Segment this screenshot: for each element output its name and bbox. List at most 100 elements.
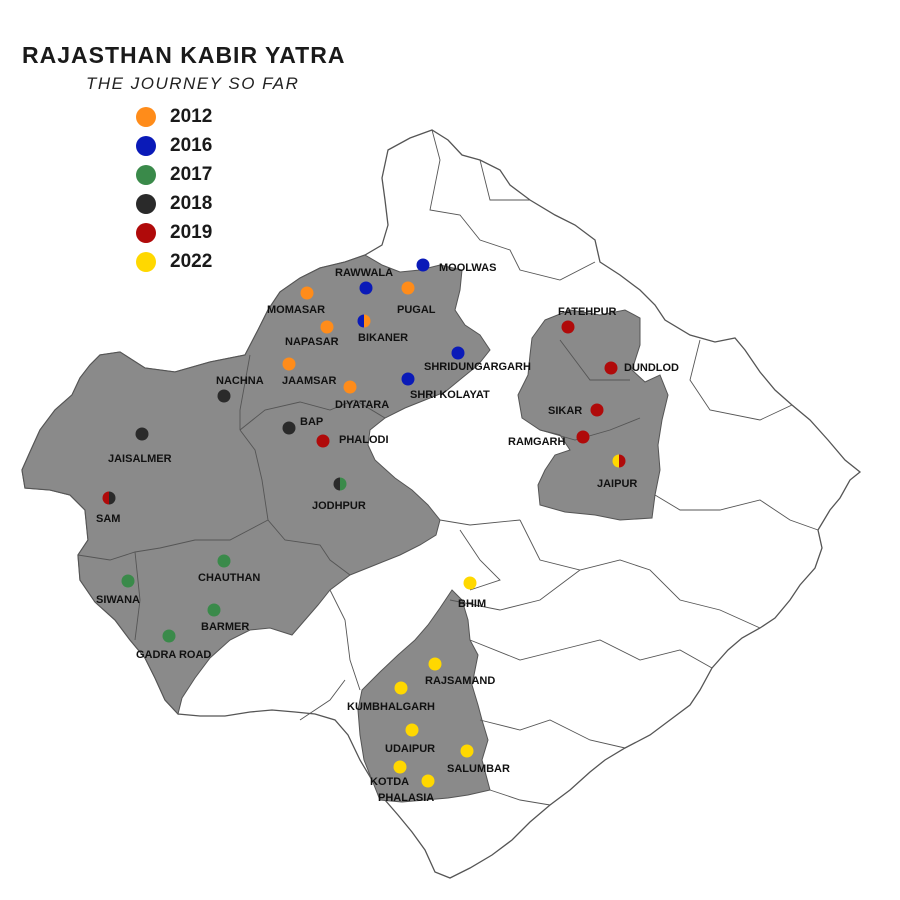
legend-dot-icon: [136, 135, 156, 156]
place-dot-icon: [463, 576, 477, 590]
place-dot-icon: [121, 574, 135, 588]
place-dot-right-icon: [109, 491, 116, 505]
place-dot-left-icon: [357, 314, 364, 328]
place-dot-icon: [282, 357, 296, 371]
place-marker: PHALASIA: [378, 774, 435, 804]
place-marker: SHRIDUNGARGARH: [424, 346, 531, 373]
place-marker: FATEHPUR: [558, 306, 617, 334]
place-dot-left-icon: [612, 454, 619, 468]
place-label: SIKAR: [548, 405, 582, 417]
place-marker: BAP: [282, 416, 323, 435]
place-dot-icon: [416, 258, 430, 272]
place-label: UDAIPUR: [385, 743, 435, 755]
legend-dot-icon: [136, 251, 156, 272]
legend-label: 2018: [170, 192, 213, 214]
place-label: SALUMBAR: [447, 763, 510, 775]
legend-label: 2022: [170, 250, 213, 272]
legend-dot-icon: [136, 193, 156, 214]
place-dot-icon: [343, 380, 357, 394]
place-dot-icon: [282, 421, 296, 435]
place-label: BAP: [300, 416, 323, 428]
place-marker: JAAMSAR: [282, 357, 336, 387]
place-label: NACHNA: [216, 375, 264, 387]
place-dot-icon: [207, 603, 221, 617]
place-marker: KUMBHALGARH: [347, 681, 435, 713]
place-dot-icon: [394, 681, 408, 695]
place-marker: RAJSAMAND: [425, 657, 495, 687]
place-marker: BIKANER: [357, 314, 408, 344]
place-label: SAM: [96, 513, 120, 525]
place-marker: DUNDLOD: [604, 361, 679, 375]
place-label: DIYATARA: [335, 399, 389, 411]
place-dot-icon: [561, 320, 575, 334]
place-label: GADRA ROAD: [136, 649, 211, 661]
place-label: SHRIDUNGARGARH: [424, 361, 531, 373]
place-dot-right-icon: [619, 454, 626, 468]
place-marker: DIYATARA: [335, 380, 389, 411]
place-label: JAIPUR: [597, 478, 637, 490]
place-marker: RAMGARH: [508, 430, 590, 448]
place-label: MOMASAR: [267, 304, 325, 316]
place-dot-left-icon: [333, 477, 340, 491]
place-dot-icon: [460, 744, 474, 758]
legend-item-2017: 2017: [136, 160, 212, 189]
legend-dot-icon: [136, 222, 156, 243]
place-label: DUNDLOD: [624, 362, 679, 374]
place-dot-icon: [316, 434, 330, 448]
place-dot-icon: [135, 427, 149, 441]
place-label: BHIM: [458, 598, 486, 610]
place-label: BARMER: [201, 621, 249, 633]
place-marker: NACHNA: [216, 375, 264, 403]
place-dot-icon: [300, 286, 314, 300]
place-label: RAWWALA: [335, 267, 393, 279]
place-marker: SIWANA: [96, 574, 140, 606]
place-dot-icon: [320, 320, 334, 334]
legend-label: 2019: [170, 221, 213, 243]
place-marker: SHRI KOLAYAT: [401, 372, 490, 401]
place-label: PUGAL: [397, 304, 436, 316]
place-dot-left-icon: [102, 491, 109, 505]
place-label: JAISALMER: [108, 453, 172, 465]
place-label: JODHPUR: [312, 500, 366, 512]
legend-dot-icon: [136, 164, 156, 185]
place-label: KUMBHALGARH: [347, 701, 435, 713]
place-dot-icon: [217, 554, 231, 568]
map-title: RAJASTHAN KABIR YATRA: [22, 42, 346, 68]
place-dot-icon: [590, 403, 604, 417]
place-dot-icon: [217, 389, 231, 403]
place-label: KOTDA: [370, 776, 409, 788]
legend-item-2019: 2019: [136, 218, 212, 247]
place-marker: CHAUTHAN: [198, 554, 260, 584]
place-label: PHALODI: [339, 434, 389, 446]
place-label: CHAUTHAN: [198, 572, 260, 584]
place-marker: UDAIPUR: [385, 723, 435, 755]
region-west: [21, 254, 491, 716]
place-markers: RAWWALA MOOLWAS MOMASAR PUGAL NAPASAR BIKANER…: [96, 258, 679, 804]
place-dot-icon: [428, 657, 442, 671]
place-label: FATEHPUR: [558, 306, 617, 318]
place-label: MOOLWAS: [439, 262, 496, 274]
place-dot-icon: [604, 361, 618, 375]
place-dot-icon: [405, 723, 419, 737]
place-marker: RAWWALA: [335, 267, 393, 295]
place-dot-icon: [162, 629, 176, 643]
place-marker: MOMASAR: [267, 286, 325, 316]
legend-label: 2017: [170, 163, 213, 185]
place-marker: SAM: [96, 491, 120, 525]
region-mewar: [357, 589, 491, 803]
place-label: NAPASAR: [285, 336, 339, 348]
place-label: PHALASIA: [378, 792, 434, 804]
place-dot-icon: [359, 281, 373, 295]
place-dot-icon: [401, 372, 415, 386]
place-dot-right-icon: [340, 477, 347, 491]
place-dot-icon: [576, 430, 590, 444]
place-marker: KOTDA: [370, 760, 409, 788]
place-label: RAMGARH: [508, 436, 565, 448]
place-marker: JODHPUR: [312, 477, 366, 512]
place-marker: BHIM: [458, 576, 486, 610]
place-marker: MOOLWAS: [416, 258, 496, 274]
place-label: JAAMSAR: [282, 375, 336, 387]
place-label: SIWANA: [96, 594, 140, 606]
place-marker: PHALODI: [316, 434, 389, 448]
